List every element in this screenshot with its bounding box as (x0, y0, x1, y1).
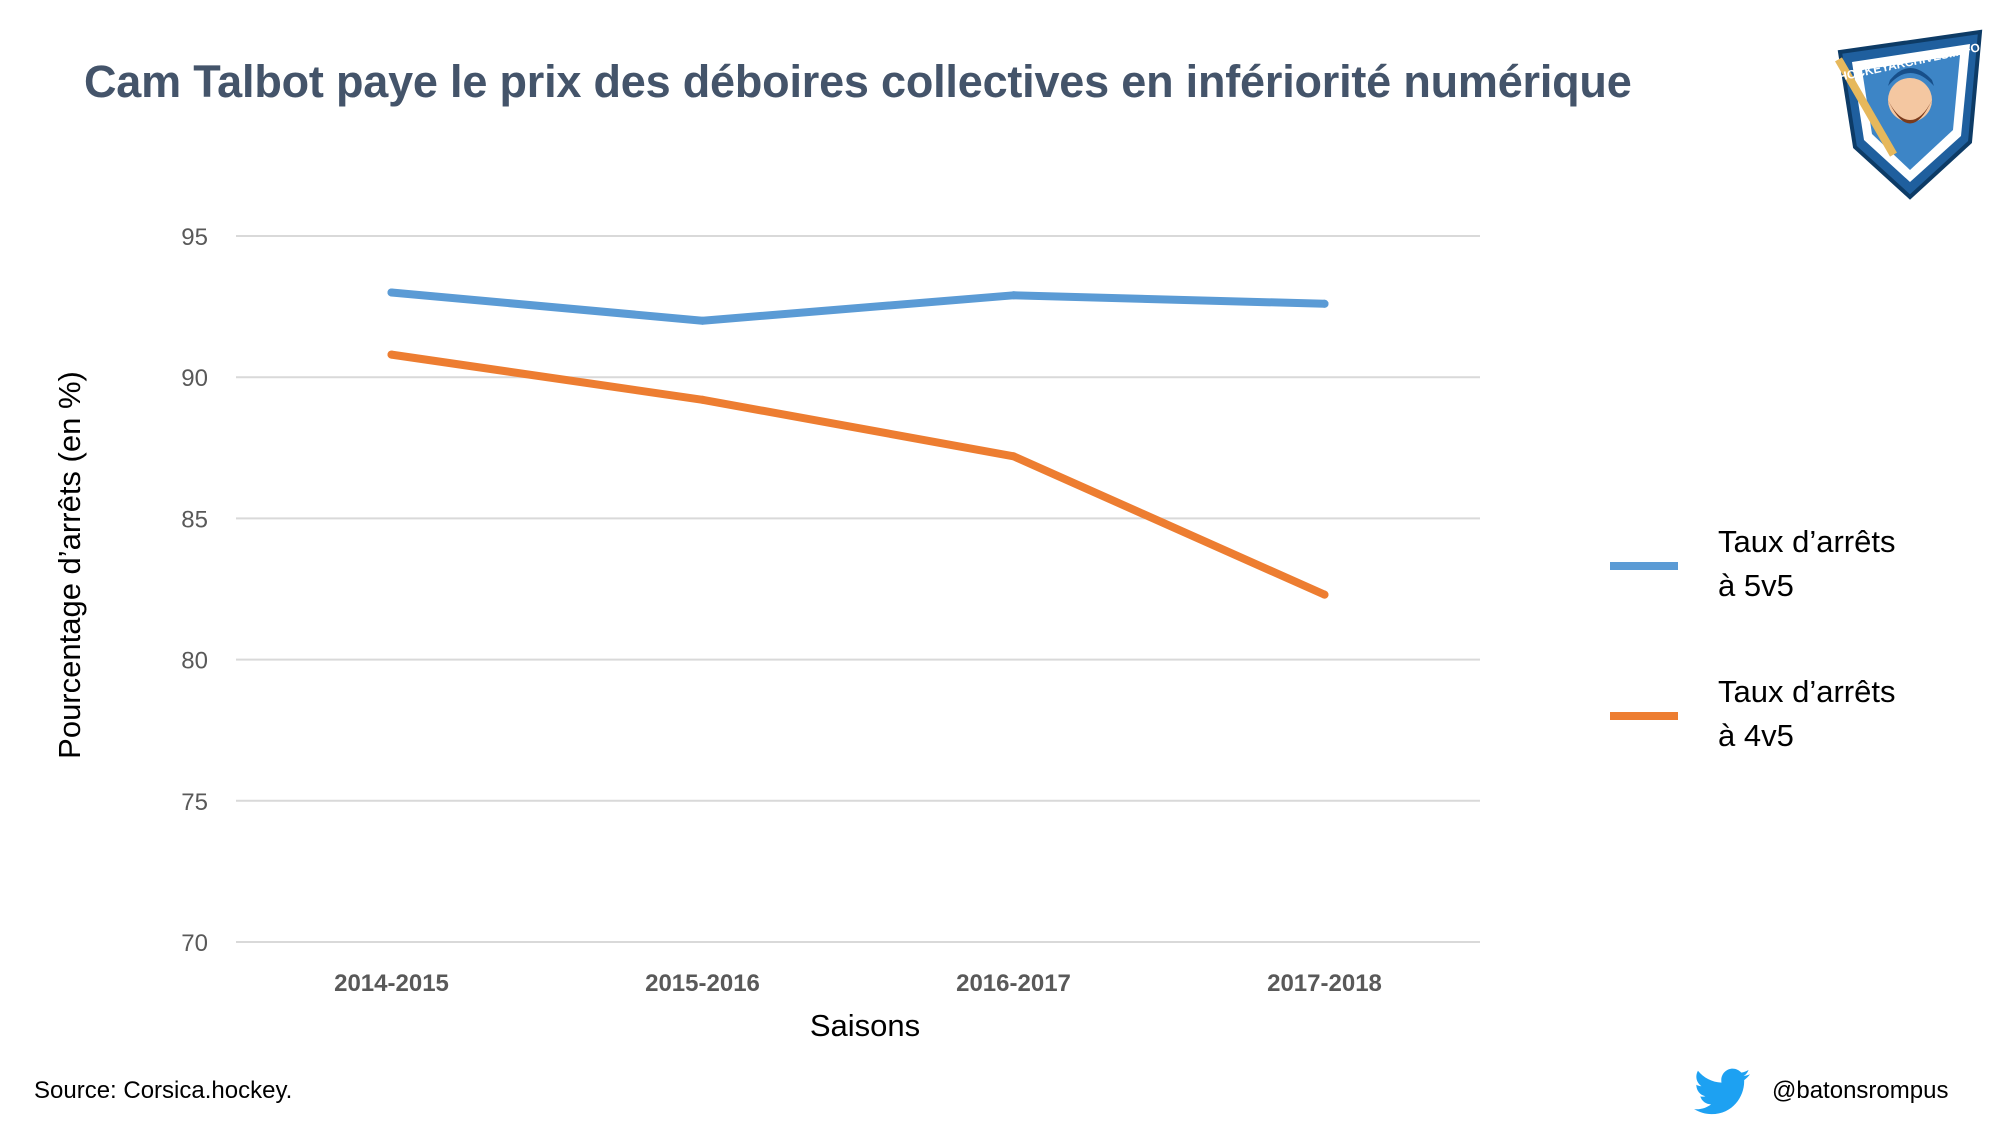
legend-label-5v5-line2: à 5v5 (1718, 568, 1794, 603)
hockeyarchives-logo-icon: HOCKEYARCHIVES.INFO (1835, 29, 1983, 200)
twitter-handle[interactable]: @batonsrompus (1772, 1077, 1949, 1104)
data-point (387, 288, 396, 297)
twitter-bird-icon[interactable] (1694, 1068, 1750, 1116)
data-point (698, 316, 707, 325)
x-tick-label: 2014-2015 (334, 970, 449, 997)
data-point (1009, 291, 1018, 300)
x-axis-label: Saisons (809, 1008, 921, 1043)
data-point (1320, 590, 1329, 599)
y-tick-label: 85 (181, 506, 208, 533)
y-tick-label: 70 (181, 930, 208, 957)
data-point (387, 350, 396, 359)
source-note: Source: Corsica.hockey. (34, 1077, 293, 1104)
x-tick-label: 2016-2017 (956, 970, 1071, 997)
y-tick-label: 75 (181, 789, 208, 816)
legend-label-4v5-line2: à 4v5 (1718, 718, 1794, 753)
series-line-1 (387, 350, 1329, 599)
y-tick-label: 90 (181, 365, 208, 392)
data-point (698, 395, 707, 404)
y-axis-label: Pourcentage d’arrêts (en %) (52, 371, 87, 759)
legend-swatch-5v5 (1610, 562, 1678, 570)
legend-label-5v5-line1: Taux d’arrêts (1718, 524, 1896, 559)
legend-label-4v5-line1: Taux d’arrêts (1718, 674, 1896, 709)
data-point (1009, 452, 1018, 461)
y-tick-label: 80 (181, 648, 208, 675)
series-line-0 (387, 288, 1329, 325)
chart-title: Cam Talbot paye le prix des déboires col… (84, 56, 1632, 107)
x-tick-label: 2017-2018 (1267, 970, 1382, 997)
x-tick-label: 2015-2016 (645, 970, 760, 997)
data-point (1320, 299, 1329, 308)
legend-swatch-4v5 (1610, 712, 1678, 720)
y-tick-label: 95 (181, 224, 208, 251)
